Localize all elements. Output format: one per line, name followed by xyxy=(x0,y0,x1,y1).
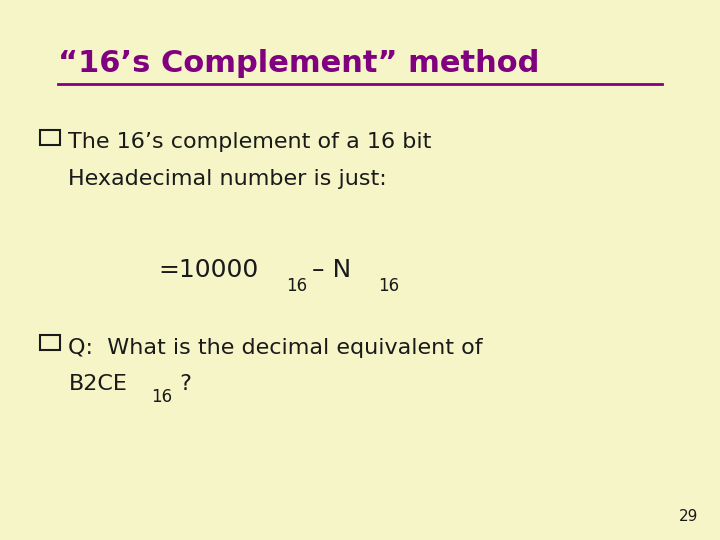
Bar xyxy=(40,130,60,145)
Bar xyxy=(40,335,60,350)
Text: 16: 16 xyxy=(151,388,172,406)
Text: 16: 16 xyxy=(287,277,307,295)
Text: Hexadecimal number is just:: Hexadecimal number is just: xyxy=(68,169,387,189)
Text: =10000: =10000 xyxy=(158,258,258,282)
Text: Q:  What is the decimal equivalent of: Q: What is the decimal equivalent of xyxy=(68,338,483,357)
Text: 29: 29 xyxy=(679,509,698,524)
Text: – N: – N xyxy=(312,258,351,282)
Text: 16: 16 xyxy=(378,277,399,295)
Text: B2CE: B2CE xyxy=(68,374,127,394)
Text: “16’s Complement” method: “16’s Complement” method xyxy=(58,49,539,78)
Text: ?: ? xyxy=(173,374,192,394)
Text: The 16’s complement of a 16 bit: The 16’s complement of a 16 bit xyxy=(68,132,432,152)
